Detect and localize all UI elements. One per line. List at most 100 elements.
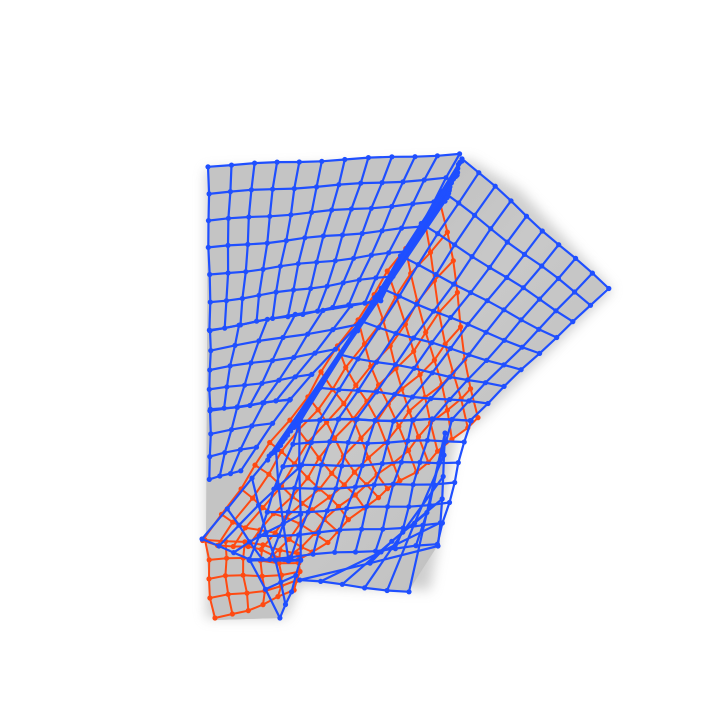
mesh-vertex [435, 543, 441, 549]
mesh-edge [419, 359, 436, 376]
mesh-edge [429, 375, 451, 400]
mesh-edge [246, 215, 250, 246]
mesh-vertex [429, 416, 435, 422]
mesh-edge [509, 199, 528, 218]
mesh-vertex [429, 370, 435, 376]
mesh-edge [277, 375, 297, 382]
mesh-vertex [384, 587, 390, 594]
mesh-edge [463, 419, 473, 444]
mesh-vertex [457, 151, 463, 157]
mesh-edge [486, 299, 505, 311]
mesh-edge [250, 401, 266, 427]
mesh-edge [294, 373, 313, 378]
mesh-edge [591, 272, 610, 290]
mesh-edge [397, 410, 411, 428]
mesh-edge [368, 544, 440, 565]
mesh-vertex [266, 471, 272, 477]
mesh-edge [433, 259, 455, 282]
mesh-edge [246, 592, 250, 612]
mesh-vertex [308, 285, 314, 292]
mesh-edge [354, 384, 368, 403]
mesh-vertex [261, 400, 267, 406]
mesh-vertex [280, 334, 286, 341]
mesh-edge [401, 155, 417, 183]
mesh-vertex [253, 444, 260, 450]
mesh-edge [484, 363, 505, 384]
mesh-edge [589, 287, 610, 307]
mesh-edge [292, 287, 312, 292]
mesh-edge [285, 236, 306, 242]
mesh-edge [309, 261, 318, 290]
mesh-edge [277, 356, 295, 382]
mesh-edge [413, 341, 433, 370]
mesh-vertex [406, 408, 412, 414]
mesh-vertex [392, 362, 398, 368]
mesh-edge [457, 201, 476, 217]
mesh-edge [293, 441, 309, 465]
mesh-vertex [455, 169, 461, 176]
mesh-edge [284, 502, 303, 519]
mesh-vertex [247, 539, 253, 545]
mesh-edge [387, 227, 403, 254]
mesh-vertex [492, 183, 498, 189]
mesh-vertex [409, 417, 415, 423]
mesh-edge [318, 388, 341, 422]
mesh-edge [297, 531, 320, 537]
mesh-vertex [504, 274, 510, 281]
mesh-vertex [370, 299, 376, 305]
mesh-edge [227, 270, 247, 275]
mesh-edge [347, 441, 369, 445]
mesh-edge [225, 297, 244, 302]
mesh-edge [486, 385, 506, 405]
mesh-edge [208, 597, 216, 619]
mesh-vertex [208, 431, 214, 437]
mesh-vertex [309, 371, 315, 377]
mesh-edge [554, 290, 576, 312]
mesh-edge [223, 299, 228, 330]
mesh-edge [334, 485, 357, 490]
mesh-edge [257, 268, 265, 297]
mesh-edge [265, 522, 285, 534]
mesh-vertex [256, 338, 262, 344]
mesh-vertex [224, 555, 230, 561]
mesh-edge [207, 217, 230, 222]
mesh-edge [375, 361, 397, 366]
mesh-vertex [459, 158, 465, 164]
mesh-edge [502, 346, 524, 366]
left-panel-mesh [205, 151, 463, 482]
mesh-edge [367, 155, 393, 159]
mesh-edge [398, 471, 418, 482]
mesh-edge [279, 262, 300, 268]
mesh-vertex [442, 430, 448, 436]
mesh-vertex [359, 230, 365, 237]
mesh-edge [271, 161, 279, 191]
mesh-edge [225, 384, 246, 388]
mesh-edge [262, 242, 269, 271]
mesh-edge [268, 188, 274, 218]
mesh-edge [424, 311, 440, 334]
mesh-vertex [384, 268, 390, 274]
mesh-edge [522, 286, 541, 301]
mesh-edge [431, 371, 451, 379]
mesh-edge [441, 475, 445, 500]
mesh-edge [398, 295, 418, 306]
mesh-edge [358, 276, 377, 281]
mesh-edge [229, 448, 242, 475]
mesh-edge [506, 215, 528, 244]
mesh-vertex [206, 557, 212, 563]
mesh-edge [402, 505, 410, 530]
mesh-edge [436, 232, 456, 246]
mesh-edge [306, 370, 322, 398]
mesh-edge [319, 550, 383, 583]
mesh-edge [488, 266, 508, 279]
mesh-edge [306, 457, 320, 479]
mesh-edge [467, 353, 488, 362]
mesh-edge [432, 283, 455, 313]
mesh-vertex [469, 254, 475, 260]
mesh-edge [286, 288, 295, 318]
mesh-vertex [410, 482, 416, 488]
mesh-edge [377, 295, 401, 329]
mesh-vertex [305, 509, 311, 515]
mesh-vertex [225, 270, 231, 276]
mesh-edge [394, 303, 418, 335]
